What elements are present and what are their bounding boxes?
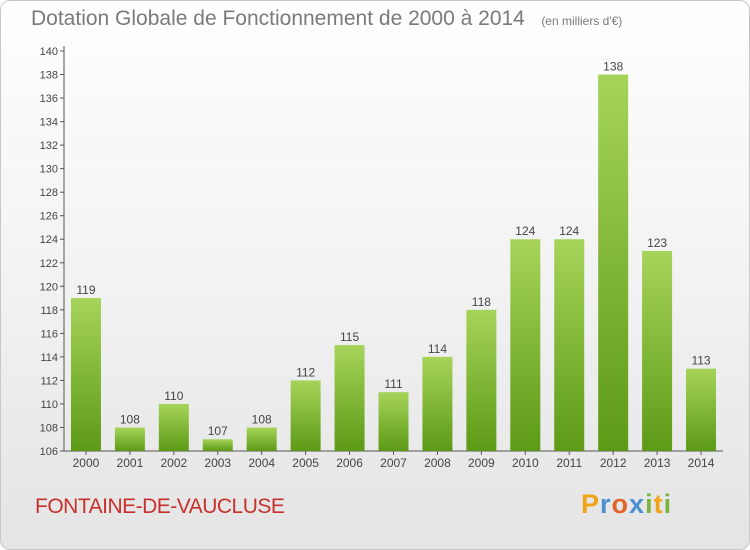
x-tick-label-2012: 2012 [600, 456, 627, 470]
bar-2001 [114, 427, 145, 451]
data-label-2014: 113 [691, 354, 710, 368]
x-tick-label-2001: 2001 [117, 456, 144, 470]
data-label-2013: 123 [647, 236, 667, 250]
data-label-2001: 108 [120, 412, 140, 426]
x-tick-label-2006: 2006 [336, 456, 363, 470]
y-tick-label: 140 [40, 46, 58, 58]
y-tick-label: 124 [40, 234, 58, 246]
y-tick-label: 106 [40, 446, 58, 458]
proxiti-logo: Proxiti [581, 489, 673, 519]
bars [70, 74, 717, 451]
y-tick-label: 122 [40, 258, 58, 270]
bar-2007 [378, 392, 409, 451]
bar-2005 [290, 380, 321, 451]
data-label-2002: 110 [164, 389, 183, 403]
data-label-2003: 107 [208, 424, 228, 438]
bar-2006 [334, 345, 365, 451]
data-labels: 119 108 110 107 108 112 115 111 114 118 124 124 138 1… [76, 60, 711, 439]
data-label-2009: 118 [472, 295, 491, 309]
bar-2011 [554, 239, 585, 451]
data-label-2004: 108 [252, 412, 272, 426]
y-tick-label: 138 [40, 70, 58, 82]
data-label-2000: 119 [76, 283, 95, 297]
data-label-2008: 114 [428, 342, 447, 356]
bar-2002 [158, 403, 189, 451]
y-tick-label: 112 [40, 375, 58, 387]
y-tick-label: 130 [40, 164, 58, 176]
y-tick-label: 128 [40, 187, 58, 199]
bar-2000 [70, 298, 101, 451]
bar-2014 [686, 368, 717, 451]
x-tick-label-2002: 2002 [160, 456, 187, 470]
y-tick-label: 114 [40, 352, 58, 364]
x-tick-label-2011: 2011 [556, 456, 582, 470]
bar-2004 [246, 427, 277, 451]
y-tick-label: 110 [40, 399, 58, 411]
y-tick-label: 134 [40, 117, 58, 129]
bar-2012 [598, 74, 629, 451]
x-tick-label-2007: 2007 [380, 456, 407, 470]
y-tick-label: 108 [40, 422, 58, 434]
x-tick-label-2004: 2004 [248, 456, 275, 470]
x-axis: 2000 2001 2002 2003 2004 2005 2006 2007 2008 2009… [73, 451, 715, 470]
bar-2013 [642, 251, 673, 451]
bar-2003 [202, 439, 233, 451]
data-label-2005: 112 [296, 365, 315, 379]
y-tick-label: 126 [40, 211, 58, 223]
y-tick-label: 132 [40, 140, 58, 152]
x-tick-label-2003: 2003 [204, 456, 231, 470]
x-tick-label-2014: 2014 [688, 456, 715, 470]
data-label-2012: 138 [603, 60, 623, 74]
city-name: FONTAINE-DE-VAUCLUSE [35, 495, 285, 518]
x-tick-label-2000: 2000 [73, 456, 100, 470]
data-label-2006: 115 [340, 330, 359, 344]
y-tick-label: 136 [40, 93, 58, 105]
y-tick-label: 120 [40, 281, 58, 293]
x-tick-label-2008: 2008 [424, 456, 451, 470]
data-label-2010: 124 [515, 224, 535, 238]
y-tick-label: 116 [40, 328, 58, 340]
bar-2009 [466, 309, 497, 451]
chart-title: Dotation Globale de Fonctionnement de 20… [31, 7, 525, 30]
data-label-2007: 111 [384, 377, 403, 391]
x-tick-label-2013: 2013 [644, 456, 671, 470]
data-label-2011: 124 [559, 224, 579, 238]
chart-subtitle: (en milliers d'€) [541, 14, 623, 28]
bar-2010 [510, 239, 541, 451]
x-tick-label-2009: 2009 [468, 456, 495, 470]
title-row: Dotation Globale de Fonctionnement de 20… [31, 7, 622, 31]
y-tick-label: 118 [40, 305, 58, 317]
x-tick-label-2005: 2005 [292, 456, 319, 470]
x-tick-label-2010: 2010 [512, 456, 539, 470]
bar-2008 [422, 356, 453, 451]
